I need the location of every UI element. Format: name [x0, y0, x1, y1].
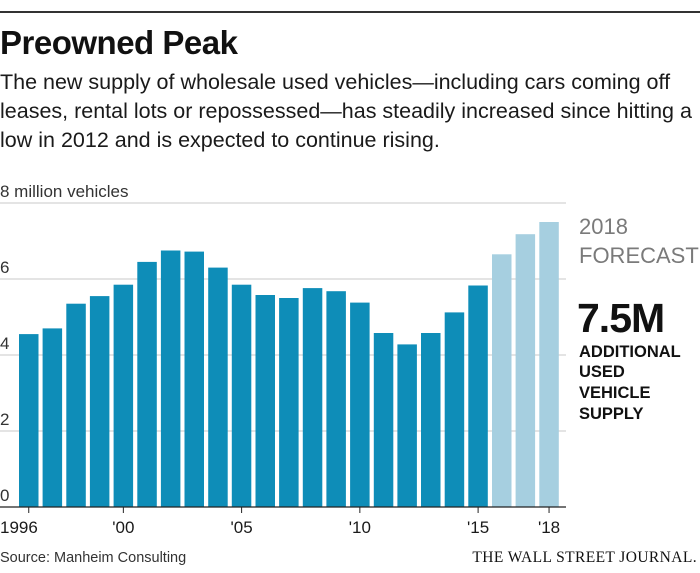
bar-1999: [89, 296, 110, 507]
bar-2010: [350, 302, 370, 507]
y-tick-label: 8 million vehicles: [0, 182, 129, 201]
chart-subtitle: The new supply of wholesale used vehicle…: [0, 70, 692, 152]
bar-chart: 0 2 4 6 8 million vehicles 1996 '00 '05 '10 '15 '…: [0, 182, 699, 537]
x-tick-label: '10: [349, 518, 371, 537]
bar-2012: [397, 344, 417, 507]
forecast-bar-2018: [539, 222, 559, 507]
forecast-word-label: FORECAST: [579, 243, 699, 268]
forecast-desc-line-1: ADDITIONAL: [579, 343, 681, 361]
bar-2003: [184, 251, 204, 507]
forecast-annotation: 2018 FORECAST 7.5M ADDITIONAL USED VEHIC…: [577, 214, 699, 423]
x-tick-label: '05: [231, 518, 253, 537]
bar-2013: [421, 333, 441, 507]
x-tick-label: 1996: [0, 518, 38, 537]
y-axis-labels: 0 2 4 6 8 million vehicles: [0, 182, 129, 505]
forecast-year-label: 2018: [579, 214, 628, 239]
chart-title: Preowned Peak: [0, 24, 238, 61]
bar-2000: [113, 284, 134, 507]
bar-2015: [468, 285, 488, 507]
bar-2007: [279, 298, 299, 507]
bar-2011: [373, 333, 394, 507]
bar-2005: [231, 284, 252, 507]
forecast-bar-2016: [492, 254, 512, 507]
forecast-value: 7.5M: [577, 295, 664, 341]
bar-2014: [444, 312, 465, 507]
x-tick-label: '18: [538, 518, 560, 537]
forecast-desc-line-4: SUPPLY: [579, 405, 644, 423]
bar-2008: [302, 288, 323, 507]
bar-2009: [326, 291, 346, 507]
bar-2006: [255, 295, 275, 507]
bar-1997: [42, 328, 63, 507]
publisher-brand: THE WALL STREET JOURNAL.: [472, 549, 697, 566]
forecast-desc-line-3: VEHICLE: [579, 384, 651, 402]
bar-1998: [66, 303, 86, 507]
x-axis-labels: 1996 '00 '05 '10 '15 '18: [0, 507, 560, 537]
bar-2002: [160, 250, 181, 507]
y-tick-label: 6: [0, 258, 9, 277]
y-tick-label: 2: [0, 410, 9, 429]
y-tick-label: 0: [0, 486, 9, 505]
y-tick-label: 4: [0, 334, 9, 353]
forecast-desc-line-2: USED: [579, 363, 625, 381]
bar-2004: [208, 267, 228, 507]
x-tick-label: '00: [112, 518, 134, 537]
bars: [19, 222, 559, 507]
forecast-bar-2017: [515, 234, 536, 507]
bar-2001: [137, 261, 157, 507]
source-note: Source: Manheim Consulting: [0, 550, 187, 566]
bar-1996: [19, 334, 39, 507]
top-rule: [0, 11, 700, 13]
x-tick-label: '15: [467, 518, 489, 537]
